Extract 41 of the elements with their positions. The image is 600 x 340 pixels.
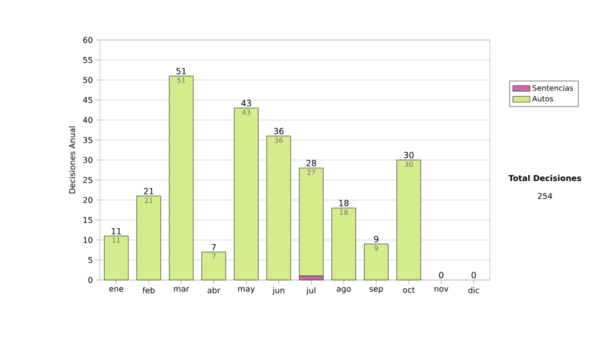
total-label: 0	[472, 272, 476, 278]
y-tick-label: 15	[84, 217, 92, 223]
y-tick-label: 55	[83, 57, 92, 63]
total-label: 21	[144, 188, 154, 194]
x-tick-label: jun	[272, 287, 284, 295]
text: Total Decisiones	[508, 174, 582, 182]
x-tick-label: ago	[336, 287, 351, 294]
total-label: 36	[274, 128, 284, 134]
x-tick-label: dic	[468, 287, 480, 294]
total-label: 18	[339, 200, 349, 206]
y-tick-label: 5	[88, 257, 92, 263]
x-tick-label: ene	[109, 287, 124, 292]
x-tick-label: jul	[306, 287, 316, 295]
total-label: 30	[404, 152, 414, 158]
x-tick-label: may	[238, 287, 255, 294]
x-tick-label: sep	[370, 287, 383, 294]
y-tick-label: 45	[83, 97, 92, 103]
total-label: 43	[241, 100, 251, 106]
y-tick-label: 20	[83, 196, 92, 204]
total-label: 9	[374, 236, 378, 242]
y-tick-label: 10	[84, 236, 92, 244]
total-label: 28	[306, 160, 316, 166]
y-tick-label: 35	[83, 136, 92, 144]
y-tick-label: 50	[83, 76, 92, 84]
bar	[299, 168, 324, 276]
y-tick-label: 0	[88, 276, 92, 284]
y-tick-label: 30	[83, 156, 92, 164]
x-tick-label: mar	[174, 287, 190, 292]
y-axis-title: Decisiones Anual	[68, 126, 76, 194]
y-tick-label: 40	[83, 116, 92, 124]
x-tick-label: abr	[208, 287, 220, 294]
x-tick-label: feb	[142, 287, 155, 294]
x-tick-label: oct	[402, 287, 415, 293]
y-tick-label: 25	[83, 176, 92, 184]
y-tick-label: 60	[83, 36, 92, 44]
x-tick-label: nov	[434, 287, 448, 292]
total-label: 7	[212, 244, 216, 250]
total-label: 51	[176, 68, 186, 74]
text: 254	[538, 192, 552, 200]
total-label: 0	[439, 272, 444, 278]
total-label: 11	[112, 228, 121, 234]
